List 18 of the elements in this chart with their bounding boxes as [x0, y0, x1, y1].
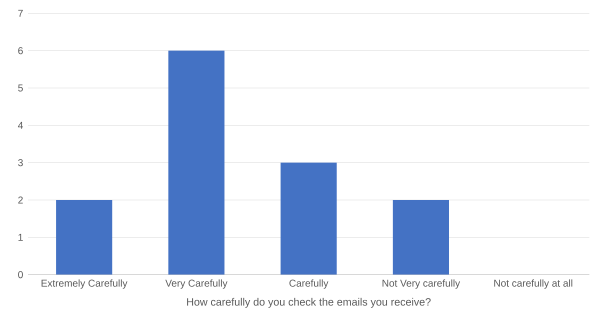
y-tick-label: 2: [18, 196, 23, 204]
y-tick-label: 5: [18, 84, 23, 92]
bar: [168, 50, 224, 275]
x-tick-label: Very Carefully: [165, 279, 228, 289]
y-tick-label: 4: [18, 122, 23, 129]
y-tick-label: 0: [18, 271, 23, 278]
x-tick-label: Extremely Carefully: [42, 279, 128, 289]
x-tick-label: Not Very carefully: [382, 279, 460, 289]
y-tick-label: 7: [18, 10, 23, 17]
x-tick-label: Carefully: [289, 279, 328, 289]
y-tick-label: 6: [18, 47, 23, 54]
bar: [56, 200, 112, 275]
x-axis-title: How carefully do you check the emails you receive?: [187, 298, 431, 308]
bar: [280, 162, 337, 275]
y-tick-label: 1: [18, 234, 23, 241]
bar: [392, 200, 450, 275]
y-tick-label: 3: [18, 159, 23, 166]
x-tick-label: Not carefully at all: [494, 279, 572, 289]
